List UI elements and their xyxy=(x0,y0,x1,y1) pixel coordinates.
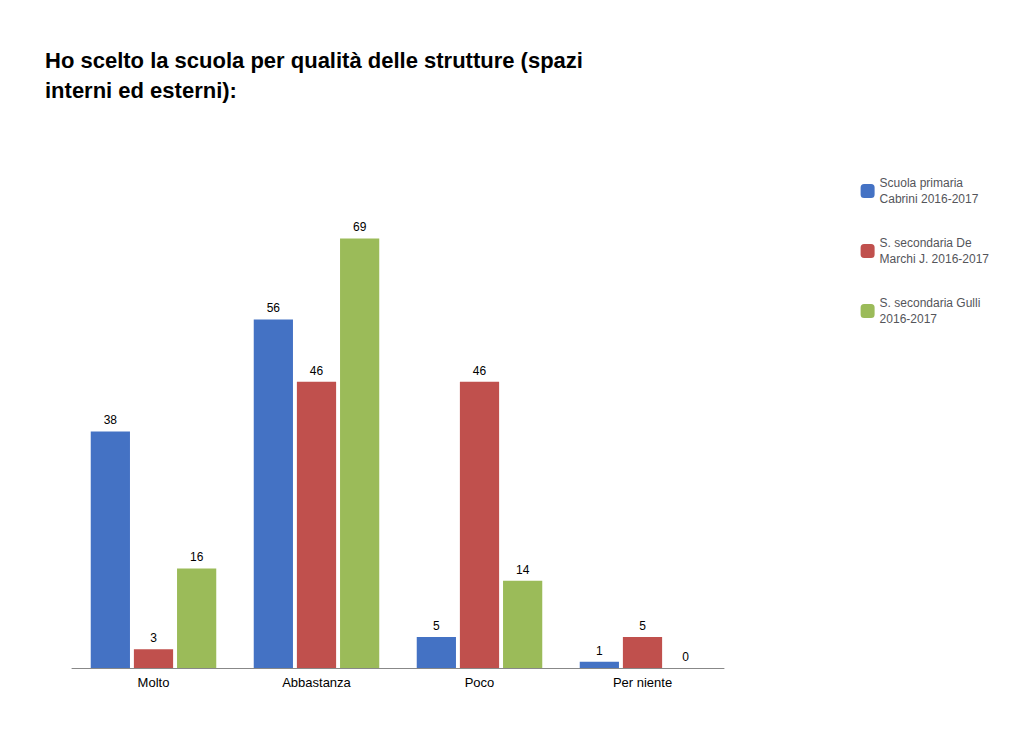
svg-text:69: 69 xyxy=(353,220,367,234)
svg-text:46: 46 xyxy=(310,364,324,378)
svg-text:Marchi J. 2016-2017: Marchi J. 2016-2017 xyxy=(880,252,990,266)
svg-text:38: 38 xyxy=(104,413,118,427)
svg-text:1: 1 xyxy=(596,644,603,658)
svg-text:56: 56 xyxy=(267,301,281,315)
svg-text:Scuola primaria: Scuola primaria xyxy=(880,176,964,190)
svg-text:3: 3 xyxy=(150,631,157,645)
svg-text:5: 5 xyxy=(639,619,646,633)
svg-text:5: 5 xyxy=(433,619,440,633)
svg-text:Per niente: Per niente xyxy=(613,675,672,690)
svg-text:Cabrini 2016-2017: Cabrini 2016-2017 xyxy=(880,192,979,206)
svg-text:0: 0 xyxy=(682,650,689,664)
svg-text:46: 46 xyxy=(473,364,487,378)
svg-text:2016-2017: 2016-2017 xyxy=(880,312,938,326)
svg-text:16: 16 xyxy=(190,550,204,564)
svg-text:Molto: Molto xyxy=(138,675,170,690)
svg-text:Ho scelto la scuola per qualit: Ho scelto la scuola per qualità delle st… xyxy=(45,48,583,73)
svg-text:S. secondaria Gulli: S. secondaria Gulli xyxy=(880,296,981,310)
svg-text:S. secondaria De: S. secondaria De xyxy=(880,236,972,250)
svg-text:interni ed esterni):: interni ed esterni): xyxy=(45,78,237,103)
svg-text:Abbastanza: Abbastanza xyxy=(282,675,351,690)
svg-text:Poco: Poco xyxy=(465,675,495,690)
svg-text:14: 14 xyxy=(516,563,530,577)
